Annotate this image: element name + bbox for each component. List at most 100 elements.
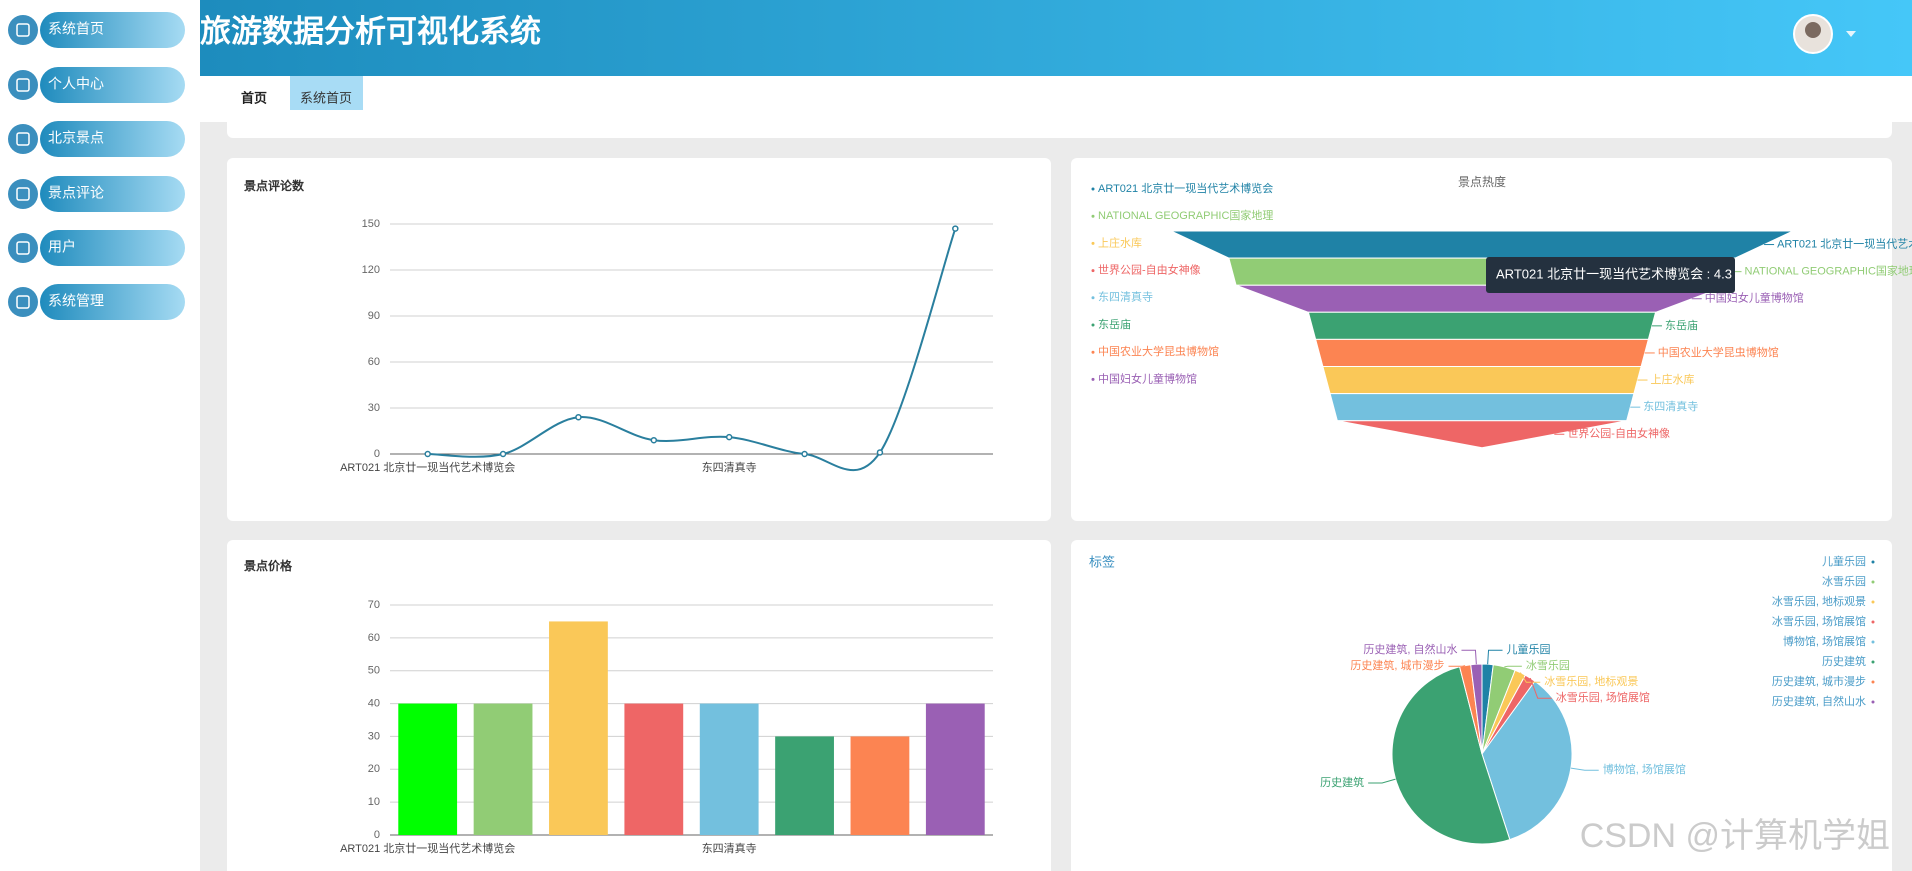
bar <box>398 703 458 835</box>
legend-label[interactable]: 上庄水库 <box>1098 235 1142 249</box>
legend-label[interactable]: 中国农业大学昆虫博物馆 <box>1098 344 1219 358</box>
point <box>650 436 658 444</box>
legend-label[interactable]: 历史建筑 <box>1822 654 1866 668</box>
pie-slice <box>1470 663 1483 755</box>
tab[interactable]: 系统首页 <box>300 90 352 105</box>
point <box>952 225 959 232</box>
legend-dot <box>1091 296 1095 300</box>
menu-icon <box>8 233 38 263</box>
legend-label[interactable]: 儿童乐园 <box>1822 554 1866 568</box>
menu-label[interactable]: 系统首页 <box>48 21 104 37</box>
legend-label[interactable]: 博物馆, 场馆展馆 <box>1783 634 1866 648</box>
legend-dot <box>1871 680 1875 684</box>
menu-label[interactable]: 景点评论 <box>48 185 104 201</box>
legend-label[interactable]: 历史建筑, 城市漫步 <box>1772 674 1866 688</box>
label-line <box>1448 665 1466 667</box>
slice-label: 历史建筑, 城市漫步 <box>1350 658 1444 672</box>
y-tick-label: 0 <box>374 829 380 841</box>
bar <box>775 736 834 835</box>
point <box>725 433 733 441</box>
legend-label[interactable]: 中国妇女儿童博物馆 <box>1098 371 1197 385</box>
y-tick-label: 20 <box>368 763 380 775</box>
funnel-segment <box>1337 420 1627 449</box>
header-bar <box>200 0 1912 76</box>
menu-icon <box>8 179 38 209</box>
menu-item[interactable] <box>40 121 185 157</box>
legend-label[interactable]: 东岳庙 <box>1098 317 1131 331</box>
slice-label: 历史建筑, 自然山水 <box>1363 642 1457 656</box>
y-tick-label: 60 <box>368 632 380 644</box>
tab[interactable]: 首页 <box>241 90 267 105</box>
point <box>424 450 431 458</box>
y-tick-label: 0 <box>374 448 380 460</box>
menu-item[interactable] <box>40 176 185 212</box>
label-line <box>1487 649 1503 665</box>
watermark: CSDN @计算机学姐 <box>1580 817 1890 855</box>
chart-title: 景点价格 <box>244 558 293 573</box>
menu-icon <box>8 124 38 154</box>
point <box>801 450 808 458</box>
menu-icon-glyph <box>16 241 30 255</box>
y-tick-label: 70 <box>368 599 380 611</box>
y-tick-label: 50 <box>368 665 380 677</box>
funnel-segment <box>1307 311 1657 340</box>
funnel-segment <box>1322 366 1642 395</box>
slice-label: 儿童乐园 <box>1507 642 1551 656</box>
pie-slice <box>1391 666 1511 845</box>
legend-dot <box>1091 350 1095 354</box>
legend-label[interactable]: ART021 北京廿一现当代艺术博览会 <box>1098 181 1273 195</box>
y-tick-label: 90 <box>368 310 380 322</box>
legend-label[interactable]: 冰雪乐园, 场馆展馆 <box>1772 614 1866 628</box>
legend-label[interactable]: 冰雪乐园 <box>1822 575 1866 588</box>
chart-title: 标签 <box>1089 554 1115 569</box>
funnel-segment <box>1314 338 1650 367</box>
point <box>575 413 582 421</box>
x-tick-label: ART021 北京廿一现当代艺术博览会 <box>340 460 515 474</box>
menu-icon-glyph <box>16 23 30 37</box>
label-line <box>1519 672 1541 683</box>
menu-item[interactable] <box>40 284 185 320</box>
segment-label: 东四清真寺 <box>1643 399 1698 413</box>
bar <box>549 621 608 835</box>
legend-label[interactable]: 历史建筑, 自然山水 <box>1772 694 1866 708</box>
point <box>499 450 507 458</box>
x-tick-label: ART021 北京廿一现当代艺术博览会 <box>340 841 515 855</box>
menu-item[interactable] <box>40 12 185 48</box>
menu-label[interactable]: 个人中心 <box>48 76 104 92</box>
panel <box>227 158 1051 521</box>
segment-label: 东岳庙 <box>1665 318 1698 332</box>
slice-label: 冰雪乐园, 场馆展馆 <box>1556 690 1650 704</box>
pie-slice <box>1481 680 1573 841</box>
legend-dot <box>1091 214 1095 218</box>
legend-label[interactable]: 世界公园-自由女神像 <box>1098 263 1201 277</box>
point <box>876 449 884 456</box>
legend-label[interactable]: 冰雪乐园, 地标观景 <box>1772 594 1866 608</box>
tooltip <box>1486 257 1735 293</box>
y-tick-label: 30 <box>368 402 380 414</box>
menu-item[interactable] <box>40 230 185 266</box>
legend-label[interactable]: NATIONAL GEOGRAPHIC国家地理 <box>1098 208 1273 222</box>
y-tick-label: 10 <box>368 796 380 808</box>
segment-label: NATIONAL GEOGRAPHIC国家地理 <box>1745 264 1912 278</box>
legend-dot <box>1871 660 1875 664</box>
legend-label[interactable]: 东四清真寺 <box>1098 290 1153 304</box>
menu-label[interactable]: 北京景点 <box>48 130 104 146</box>
y-tick-label: 40 <box>368 697 380 709</box>
segment-label: 世界公园-自由女神像 <box>1567 426 1670 440</box>
menu-icon <box>8 70 38 100</box>
menu-icon-glyph <box>16 187 30 201</box>
menu-icon <box>8 287 38 317</box>
label-line <box>1504 665 1522 668</box>
y-tick-label: 150 <box>362 218 380 230</box>
menu-label[interactable]: 系统管理 <box>48 293 104 309</box>
top-panel <box>227 110 1892 138</box>
dropdown-caret[interactable] <box>1846 31 1856 37</box>
menu-label[interactable]: 用户 <box>48 239 76 255</box>
menu-item[interactable] <box>40 67 185 103</box>
legend-dot <box>1871 600 1875 604</box>
label-line <box>1368 778 1396 784</box>
legend-dot <box>1091 269 1095 273</box>
y-tick-label: 60 <box>368 356 380 368</box>
